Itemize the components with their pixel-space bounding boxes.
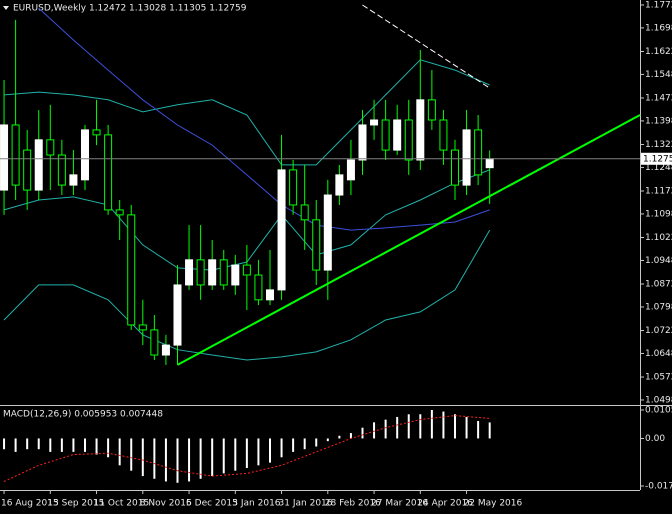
y-tick-label: 0.00 (645, 434, 665, 444)
candle-body (474, 129, 483, 176)
x-tick-label: 16 Aug 2015 (1, 499, 59, 509)
candle-body (219, 259, 228, 286)
price-label-box (641, 152, 672, 165)
candle-body (231, 264, 240, 286)
candle-body (450, 149, 459, 186)
candle-body (104, 134, 113, 211)
candle-body (196, 259, 205, 286)
y-tick-label: 1.07220 (645, 326, 672, 336)
candle-body (80, 129, 89, 181)
candle-body (300, 204, 309, 221)
candle-body (34, 139, 43, 191)
y-tick-label: 1.07980 (645, 302, 672, 312)
y-tick-label: 1.04980 (645, 395, 672, 405)
candle-body (358, 124, 367, 161)
chart-title: EURUSD,Weekly 1.12472 1.13028 1.11305 1.… (13, 4, 247, 14)
x-tick-label: 28 Feb 2016 (325, 499, 381, 509)
candle-body (46, 139, 55, 156)
candle-body (92, 129, 101, 136)
x-tick-label: 31 Jan 2016 (279, 499, 333, 509)
y-tick-label: 1.11720 (645, 186, 672, 196)
y-tick-label: 0.010588 (645, 406, 672, 416)
y-tick-label: 1.08720 (645, 280, 672, 290)
candle-body (416, 99, 425, 161)
candle-body (127, 214, 136, 326)
candle-body (161, 344, 170, 356)
x-tick-label: 24 Apr 2016 (417, 499, 473, 509)
candle-body (427, 99, 436, 121)
trendline (362, 4, 490, 89)
x-tick-label: 22 May 2016 (464, 499, 523, 509)
x-tick-label: 8 Nov 2015 (140, 499, 192, 509)
menu-icon[interactable] (3, 6, 9, 10)
y-tick-label: 1.10980 (645, 209, 672, 219)
candle-body (370, 119, 379, 126)
candle-body (312, 219, 321, 271)
y-tick-label: 1.13980 (645, 116, 672, 126)
indicator-line (38, 7, 490, 231)
candle-body (335, 174, 344, 196)
y-tick-label: 1.16220 (645, 47, 672, 57)
candle-body (57, 154, 66, 186)
candle-body (242, 264, 251, 276)
candle-body (277, 169, 286, 291)
y-tick-label: 1.10220 (645, 233, 672, 243)
candle-body (208, 259, 217, 286)
candle-body (23, 149, 32, 191)
signal-line (3, 415, 490, 482)
candle-body (404, 119, 413, 161)
candle-body (138, 324, 147, 331)
y-tick-label: 1.14720 (645, 93, 672, 103)
candle-body (346, 159, 355, 181)
candle-body (115, 209, 124, 216)
candle-body (11, 124, 20, 186)
indicator-line (3, 59, 490, 166)
candle-body (69, 174, 78, 186)
candle-body (185, 259, 194, 286)
candle-body (254, 274, 263, 301)
candle-body (0, 124, 9, 191)
candle-body (323, 194, 332, 271)
candle-body (485, 158, 494, 169)
y-tick-label: 1.13220 (645, 140, 672, 150)
indicator-line (3, 229, 491, 361)
y-tick-label: 1.15480 (645, 70, 672, 80)
candle-body (289, 169, 298, 206)
x-tick-label: 13 Sep 2015 (47, 499, 104, 509)
candle-body (462, 129, 471, 186)
y-tick-label: 1.06480 (645, 349, 672, 359)
candle-body (265, 289, 274, 301)
x-tick-label: 27 Mar 2016 (371, 499, 428, 509)
price-label: 1.12759 (643, 154, 672, 164)
y-tick-label: 1.17720 (645, 0, 672, 10)
x-tick-label: 6 Dec 2015 (186, 499, 238, 509)
candle-body (393, 119, 402, 151)
x-tick-label: 3 Jan 2016 (232, 499, 280, 509)
candle-body (173, 284, 182, 346)
candle-body (381, 119, 390, 151)
y-tick-label: 1.16980 (645, 23, 672, 33)
trendline (177, 114, 641, 366)
y-tick-label: 1.09480 (645, 256, 672, 266)
y-tick-label: -0.017692 (645, 482, 672, 492)
x-tick-label: 11 Oct 2015 (94, 499, 150, 509)
candle-body (150, 329, 159, 356)
candle-body (439, 119, 448, 151)
y-tick-label: 1.05720 (645, 373, 672, 383)
y-tick-label: 1.12480 (645, 163, 672, 173)
indicator-title: MACD(12,26,9) 0.005953 0.007448 (3, 410, 163, 420)
